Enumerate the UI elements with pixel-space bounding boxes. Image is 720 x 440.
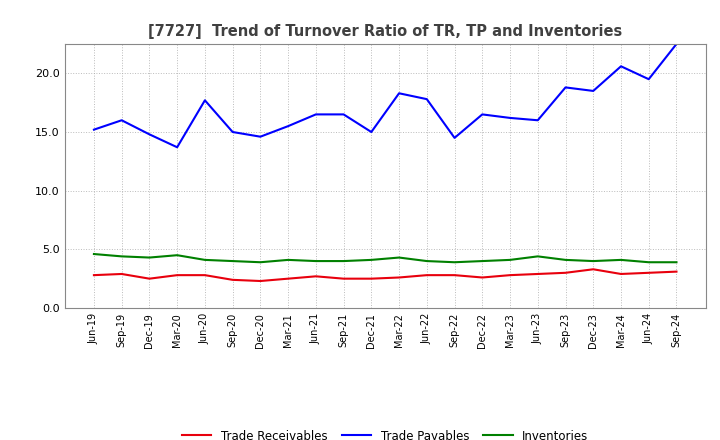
Trade Receivables	[89, 272, 98, 278]
Inventories	[367, 257, 376, 263]
Line: Trade Receivables: Trade Receivables	[94, 269, 677, 281]
Inventories	[505, 257, 514, 263]
Inventories	[284, 257, 292, 263]
Title: [7727]  Trend of Turnover Ratio of TR, TP and Inventories: [7727] Trend of Turnover Ratio of TR, TP…	[148, 24, 622, 39]
Trade Receivables	[284, 276, 292, 281]
Legend: Trade Receivables, Trade Payables, Inventories: Trade Receivables, Trade Payables, Inven…	[177, 425, 593, 440]
Inventories	[89, 251, 98, 257]
Trade Payables	[672, 41, 681, 47]
Trade Payables	[478, 112, 487, 117]
Inventories	[450, 260, 459, 265]
Trade Payables	[450, 135, 459, 140]
Trade Payables	[505, 115, 514, 121]
Inventories	[145, 255, 154, 260]
Trade Payables	[228, 129, 237, 135]
Trade Receivables	[450, 272, 459, 278]
Trade Payables	[256, 134, 265, 139]
Inventories	[534, 254, 542, 259]
Trade Payables	[201, 98, 210, 103]
Line: Trade Payables: Trade Payables	[94, 44, 677, 147]
Inventories	[616, 257, 625, 263]
Trade Receivables	[672, 269, 681, 274]
Trade Receivables	[228, 277, 237, 282]
Inventories	[256, 260, 265, 265]
Trade Payables	[173, 145, 181, 150]
Inventories	[117, 254, 126, 259]
Trade Payables	[423, 96, 431, 102]
Trade Receivables	[423, 272, 431, 278]
Inventories	[644, 260, 653, 265]
Trade Receivables	[616, 271, 625, 277]
Trade Payables	[561, 85, 570, 90]
Trade Payables	[339, 112, 348, 117]
Trade Payables	[367, 129, 376, 135]
Trade Receivables	[117, 271, 126, 277]
Trade Receivables	[589, 267, 598, 272]
Line: Inventories: Inventories	[94, 254, 677, 262]
Inventories	[589, 258, 598, 264]
Inventories	[173, 253, 181, 258]
Trade Receivables	[561, 270, 570, 275]
Inventories	[201, 257, 210, 263]
Inventories	[423, 258, 431, 264]
Trade Payables	[534, 117, 542, 123]
Trade Receivables	[367, 276, 376, 281]
Trade Receivables	[201, 272, 210, 278]
Inventories	[339, 258, 348, 264]
Trade Receivables	[312, 274, 320, 279]
Inventories	[228, 258, 237, 264]
Inventories	[395, 255, 403, 260]
Trade Payables	[145, 132, 154, 137]
Trade Receivables	[173, 272, 181, 278]
Trade Payables	[395, 91, 403, 96]
Trade Payables	[89, 127, 98, 132]
Trade Receivables	[505, 272, 514, 278]
Inventories	[561, 257, 570, 263]
Trade Payables	[312, 112, 320, 117]
Inventories	[312, 258, 320, 264]
Inventories	[672, 260, 681, 265]
Trade Payables	[616, 64, 625, 69]
Inventories	[478, 258, 487, 264]
Trade Receivables	[644, 270, 653, 275]
Trade Receivables	[534, 271, 542, 277]
Trade Receivables	[339, 276, 348, 281]
Trade Receivables	[478, 275, 487, 280]
Trade Receivables	[145, 276, 154, 281]
Trade Payables	[644, 77, 653, 82]
Trade Payables	[284, 124, 292, 129]
Trade Receivables	[395, 275, 403, 280]
Trade Payables	[589, 88, 598, 94]
Trade Receivables	[256, 279, 265, 284]
Trade Payables	[117, 117, 126, 123]
